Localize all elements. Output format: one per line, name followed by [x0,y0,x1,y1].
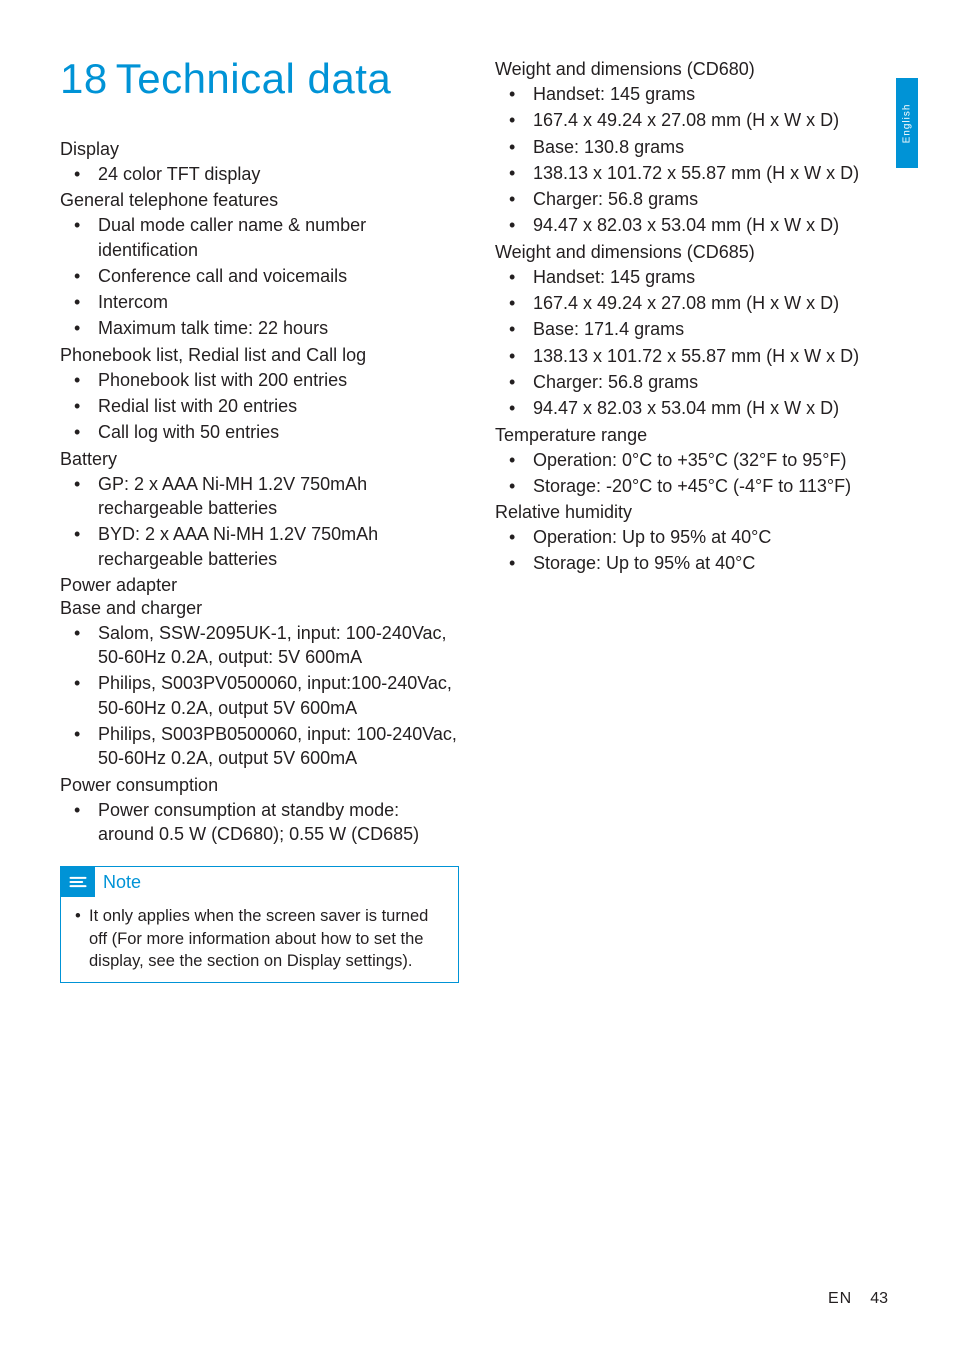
list-item: Intercom [60,290,459,314]
list-item: Power consumption at standby mode: aroun… [60,798,459,847]
note-box: Note It only applies when the screen sav… [60,866,459,983]
heading-phonebook: Phonebook list, Redial list and Call log [60,345,459,366]
list-humidity: Operation: Up to 95% at 40°CStorage: Up … [495,525,894,576]
left-column: 18Technical data Display 24 color TFT di… [60,55,459,983]
list-power-adapter: Salom, SSW-2095UK-1, input: 100-240Vac, … [60,621,459,771]
list-item: GP: 2 x AAA Ni-MH 1.2V 750mAh rechargeab… [60,472,459,521]
list-item: Call log with 50 entries [60,420,459,444]
list-item: BYD: 2 x AAA Ni-MH 1.2V 750mAh rechargea… [60,522,459,571]
note-header: Note [61,867,458,897]
language-tab-label: English [902,103,913,143]
list-item: Operation: 0°C to +35°C (32°F to 95°F) [495,448,894,472]
list-item: Charger: 56.8 grams [495,187,894,211]
content-columns: 18Technical data Display 24 color TFT di… [60,55,894,983]
list-item: Maximum talk time: 22 hours [60,316,459,340]
footer-page-number: 43 [870,1290,888,1308]
list-item: Philips, S003PV0500060, input:100-240Vac… [60,671,459,720]
list-item: Handset: 145 grams [495,82,894,106]
list-battery: GP: 2 x AAA Ni-MH 1.2V 750mAh rechargeab… [60,472,459,571]
heading-display: Display [60,139,459,160]
list-item: 167.4 x 49.24 x 27.08 mm (H x W x D) [495,291,894,315]
note-icon [61,867,95,897]
list-item: Charger: 56.8 grams [495,370,894,394]
list-wd685: Handset: 145 grams167.4 x 49.24 x 27.08 … [495,265,894,421]
note-list: It only applies when the screen saver is… [75,905,444,972]
note-title: Note [103,872,141,893]
list-item: Conference call and voicemails [60,264,459,288]
list-item: 167.4 x 49.24 x 27.08 mm (H x W x D) [495,108,894,132]
list-display: 24 color TFT display [60,162,459,186]
language-tab: English [896,78,918,168]
list-item: 94.47 x 82.03 x 53.04 mm (H x W x D) [495,213,894,237]
list-item: Handset: 145 grams [495,265,894,289]
page-footer: EN 43 [828,1290,888,1308]
list-wd680: Handset: 145 grams167.4 x 49.24 x 27.08 … [495,82,894,238]
sub-power-adapter: Base and charger [60,598,459,619]
heading-wd685: Weight and dimensions (CD685) [495,242,894,263]
list-phonebook: Phonebook list with 200 entriesRedial li… [60,368,459,445]
list-item: Operation: Up to 95% at 40°C [495,525,894,549]
heading-battery: Battery [60,449,459,470]
list-item: Philips, S003PB0500060, input: 100-240Va… [60,722,459,771]
list-item: Redial list with 20 entries [60,394,459,418]
list-power-consumption: Power consumption at standby mode: aroun… [60,798,459,847]
section-title: Technical data [116,55,392,102]
page-title: 18Technical data [60,55,459,103]
footer-lang: EN [828,1290,852,1308]
heading-humidity: Relative humidity [495,502,894,523]
heading-power-adapter: Power adapter [60,575,459,596]
list-item: 94.47 x 82.03 x 53.04 mm (H x W x D) [495,396,894,420]
note-body: It only applies when the screen saver is… [61,897,458,972]
heading-wd680: Weight and dimensions (CD680) [495,59,894,80]
list-item: 138.13 x 101.72 x 55.87 mm (H x W x D) [495,344,894,368]
heading-power-consumption: Power consumption [60,775,459,796]
list-item: 138.13 x 101.72 x 55.87 mm (H x W x D) [495,161,894,185]
list-item: Base: 130.8 grams [495,135,894,159]
list-general: Dual mode caller name & number identific… [60,213,459,340]
manual-page: English 18Technical data Display 24 colo… [0,0,954,1350]
list-item: It only applies when the screen saver is… [75,905,444,972]
list-item: Storage: -20°C to +45°C (-4°F to 113°F) [495,474,894,498]
list-item: Base: 171.4 grams [495,317,894,341]
list-item: Phonebook list with 200 entries [60,368,459,392]
list-item: Dual mode caller name & number identific… [60,213,459,262]
right-column: Weight and dimensions (CD680) Handset: 1… [495,55,894,983]
list-temperature: Operation: 0°C to +35°C (32°F to 95°F)St… [495,448,894,499]
section-number: 18 [60,55,108,102]
list-item: Storage: Up to 95% at 40°C [495,551,894,575]
list-item: Salom, SSW-2095UK-1, input: 100-240Vac, … [60,621,459,670]
heading-general: General telephone features [60,190,459,211]
heading-temperature: Temperature range [495,425,894,446]
list-item: 24 color TFT display [60,162,459,186]
